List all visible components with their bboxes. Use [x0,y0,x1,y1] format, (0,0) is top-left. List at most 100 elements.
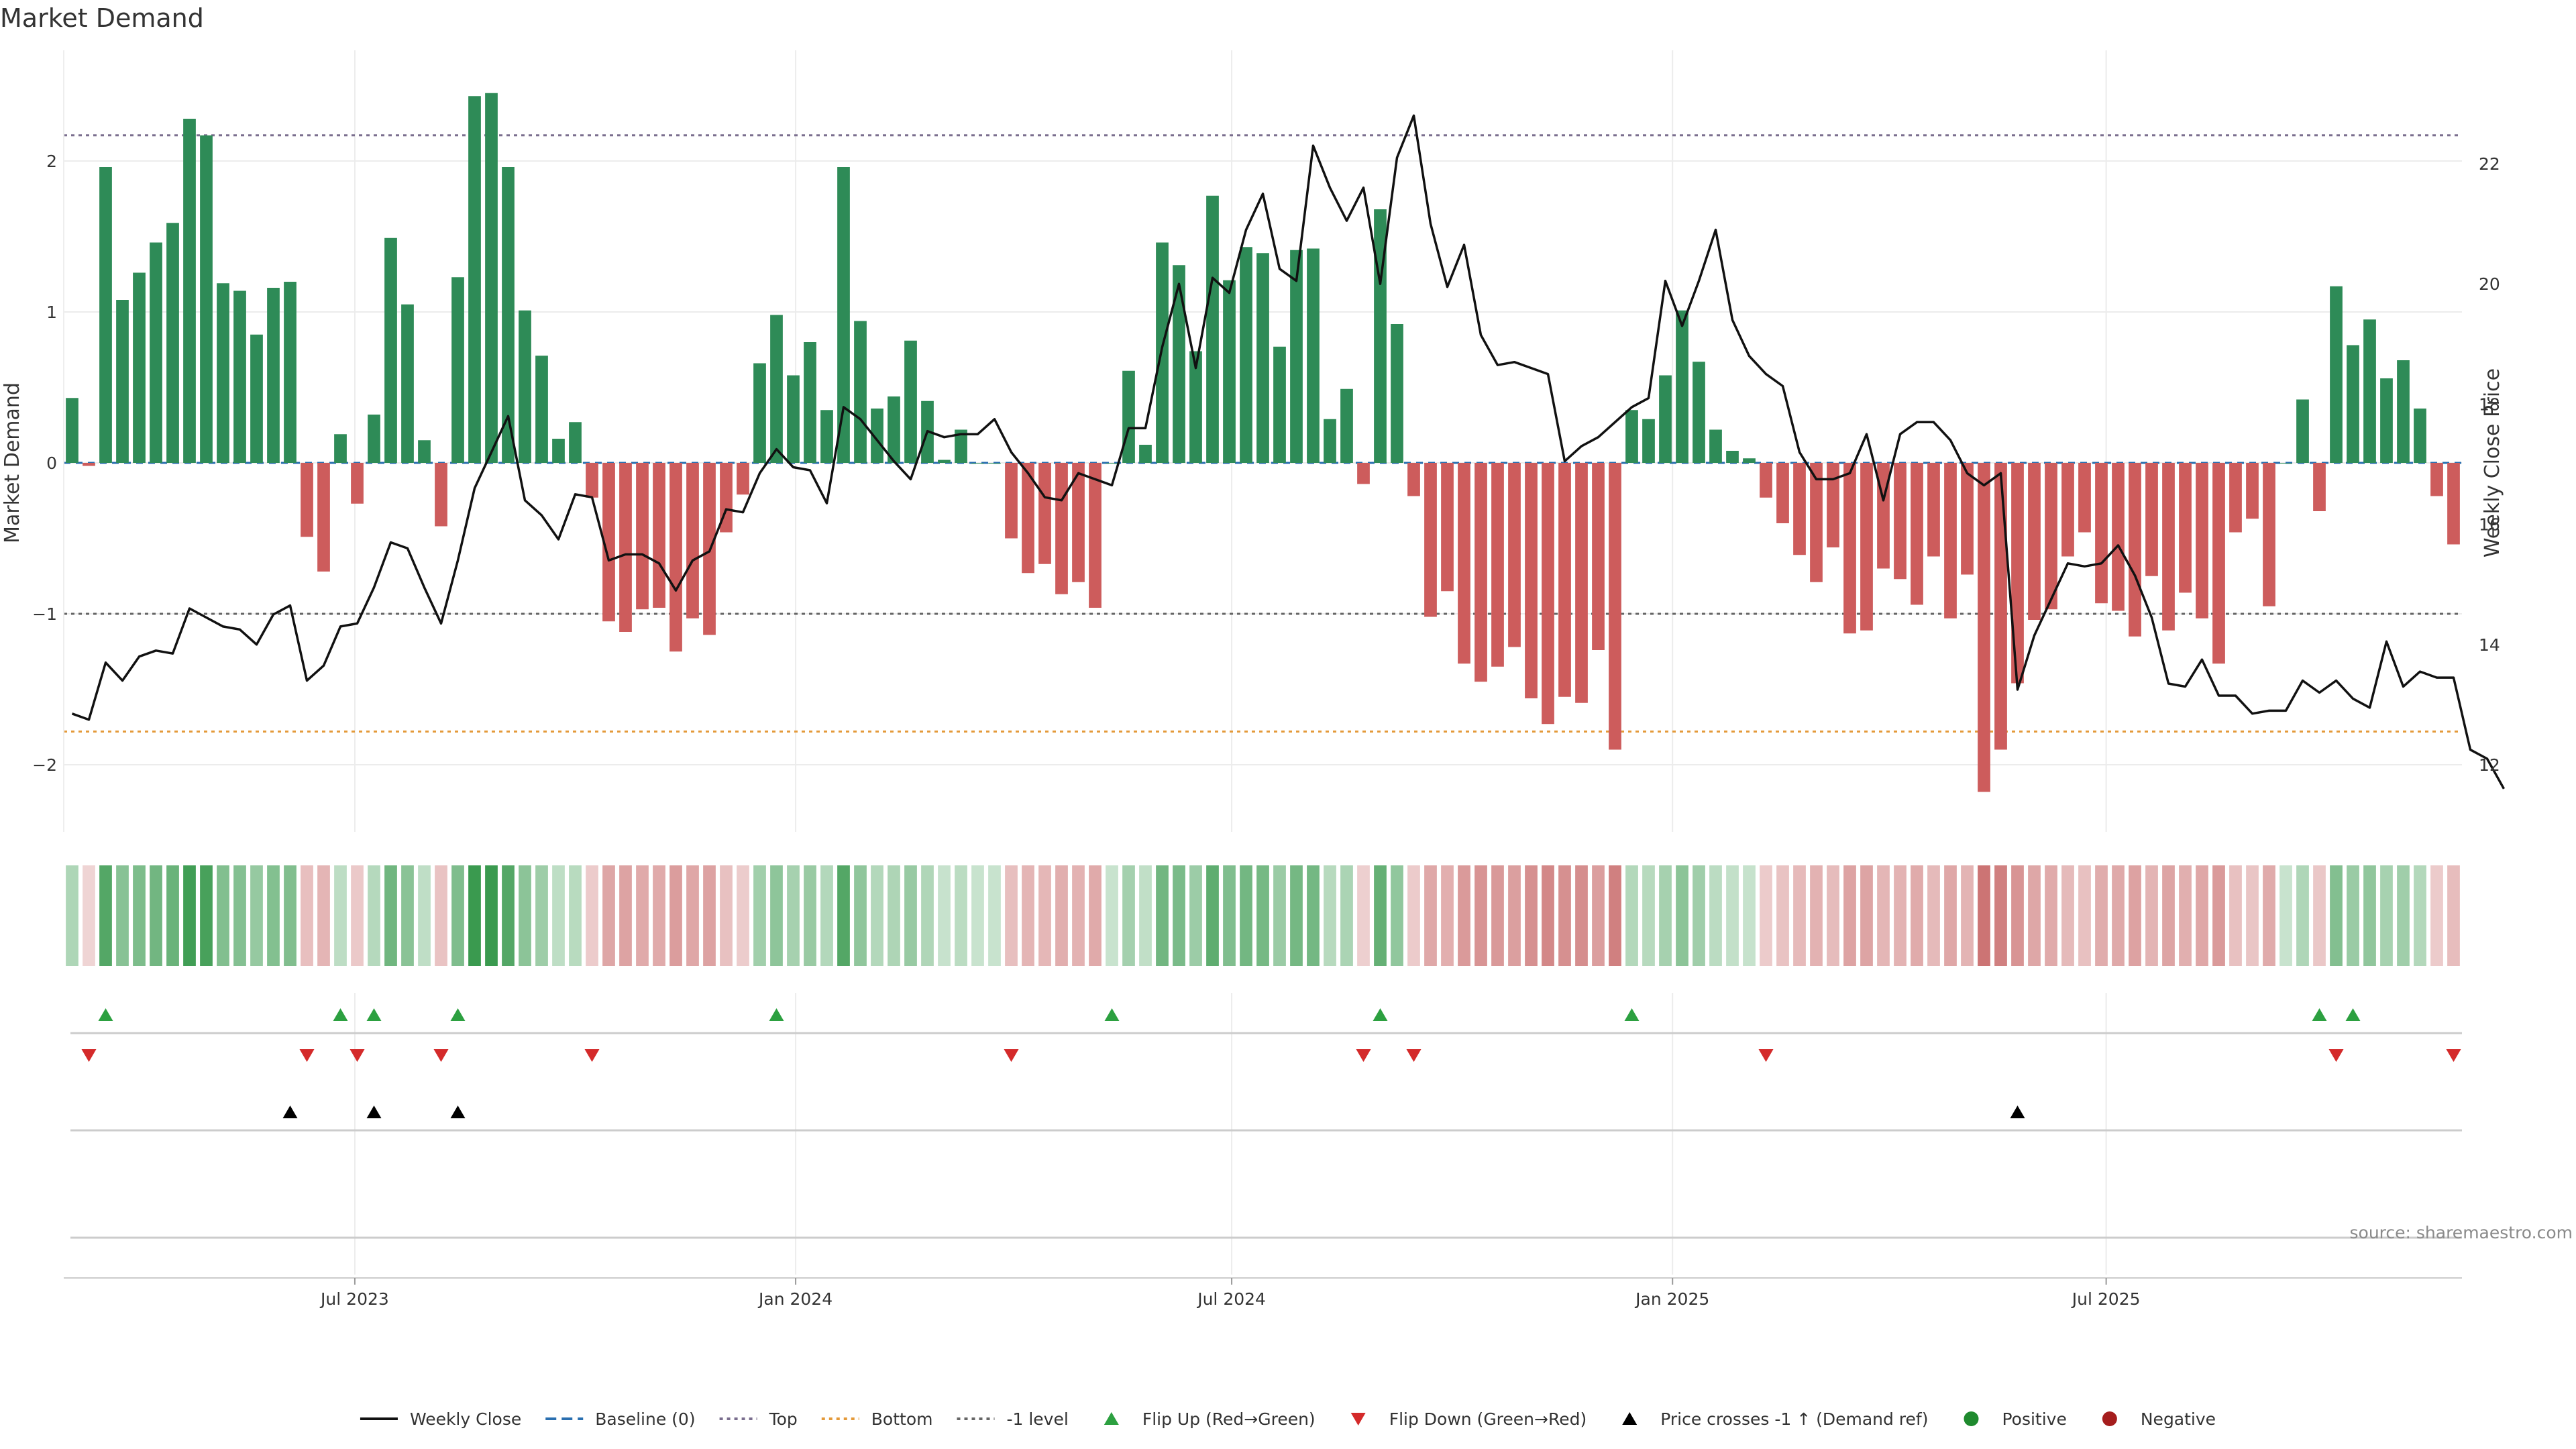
heat-cell [1256,865,1269,966]
heat-cell [233,865,246,966]
demand-bar [1592,463,1605,650]
heat-cell [368,865,380,966]
legend-label-negative: Negative [2141,1409,2216,1429]
demand-bar [1307,248,1320,463]
flip-up-marker [98,1008,113,1021]
heat-cell [301,865,313,966]
demand-bar [1810,463,1823,582]
heat-cell [384,865,397,966]
heat-cell [586,865,598,966]
legend-label-top: Top [769,1409,798,1429]
demand-bar [2347,345,2359,463]
legend-flip-up-swatch [1104,1412,1119,1425]
heat-cell [2279,865,2292,966]
heat-cell [1240,865,1252,966]
demand-bar [2414,409,2426,463]
heat-cell [2430,865,2443,966]
demand-bar [1558,463,1571,697]
heat-cell [753,865,766,966]
heat-cell [1139,865,1152,966]
demand-bar [770,315,783,463]
demand-bar [1173,265,1185,463]
heat-cell [1944,865,1957,966]
heat-cell [1676,865,1688,966]
demand-bar [1038,463,1051,564]
heat-cell [636,865,649,966]
demand-bar [1055,463,1068,594]
heat-cell [955,865,967,966]
demand-bar [233,290,246,463]
demand-bar [502,167,515,463]
heat-cell [2145,865,2158,966]
heat-cell [737,865,749,966]
weekly-close-polyline [71,114,2506,790]
demand-bar [955,429,967,463]
heat-cell [284,865,297,966]
demand-bar [1726,451,1739,463]
heat-cell [1961,865,1974,966]
demand-bar [1625,410,1638,463]
right-tick-label: 20 [2479,274,2500,294]
heat-cell [1357,865,1370,966]
heat-cell [317,865,330,966]
heat-cell [2112,865,2125,966]
heat-cell [1340,865,1353,966]
demand-bar [586,463,598,498]
x-tick-label: Jan 2024 [757,1289,833,1309]
demand-bar [1709,429,1722,463]
heat-cell [1391,865,1403,966]
heat-cell [1693,865,1705,966]
heat-cell [1374,865,1387,966]
demand-bar [485,93,498,463]
heat-cell [1005,865,1018,966]
heat-cell [1609,865,1621,966]
demand-bar [1273,346,1286,463]
heat-cell [1575,865,1588,966]
demand-bar [2078,463,2091,533]
heat-cell [1793,865,1806,966]
right-tick-label: 14 [2479,635,2500,655]
flip-down-marker [1004,1049,1019,1062]
demand-bar [1776,463,1789,523]
demand-bar [636,463,649,610]
heat-cell [2246,865,2259,966]
demand-bar [686,463,699,619]
demand-bar [200,135,213,463]
legend-label-flip-down: Flip Down (Green→Red) [1389,1409,1587,1429]
heat-cell [267,865,280,966]
heat-cell [1827,865,1839,966]
demand-bar [66,398,78,463]
heat-cell [250,865,263,966]
demand-bar [2162,463,2175,631]
x-tick-label: Jul 2024 [1196,1289,1266,1309]
demand-bar [267,288,280,463]
weekly-close-line [71,114,2506,790]
heat-cell [2162,865,2175,966]
heat-cell [1927,865,1940,966]
heat-cell [468,865,481,966]
demand-bar [1575,463,1588,703]
legend-label-bottom: Bottom [871,1409,933,1429]
heat-cell [2212,865,2225,966]
demand-bar [1340,388,1353,463]
heat-cell [988,865,1001,966]
demand-bar [653,463,665,608]
right-tick-label: 12 [2479,755,2500,775]
flip-down-marker [1356,1049,1371,1062]
demand-bar [1827,463,1839,547]
demand-bar [2263,463,2275,606]
heat-cell [1156,865,1169,966]
heat-cell [217,865,229,966]
heat-cell [2414,865,2426,966]
demand-bar [1944,463,1957,619]
demand-bar [938,460,951,463]
heat-cell [183,865,196,966]
demand-bar [1642,419,1655,463]
demand-bar [787,375,800,463]
heat-cell [1525,865,1538,966]
left-tick-label: −2 [32,755,57,775]
flip-up-marker [1624,1008,1640,1021]
heat-cell [2380,865,2393,966]
demand-bar [1324,419,1336,463]
demand-bar [1122,370,1135,463]
